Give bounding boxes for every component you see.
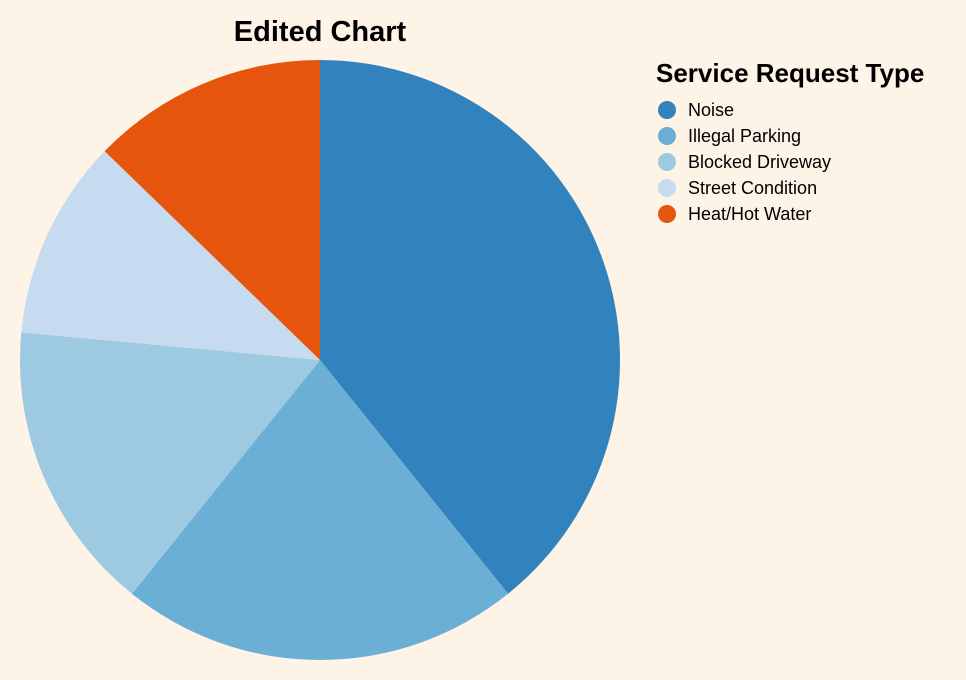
legend-label: Blocked Driveway [688, 151, 832, 172]
legend-swatch [658, 179, 676, 197]
pie-slice-noise [320, 60, 621, 594]
legend-swatch [658, 127, 676, 145]
pie-slice-street-condition [21, 151, 320, 360]
legend-item: Blocked Driveway [656, 149, 924, 175]
legend-item: Illegal Parking [656, 123, 924, 149]
pie-slice-blocked-driveway [20, 332, 321, 594]
legend-label: Illegal Parking [688, 125, 802, 146]
legend: Service Request Type Noise Illegal Parkin… [656, 58, 924, 227]
pie-slice-heat-hot-water [104, 59, 320, 360]
legend-swatch [658, 205, 676, 223]
legend-label: Street Condition [688, 177, 818, 198]
legend-swatch [658, 101, 676, 119]
legend-item: Street Condition [656, 175, 924, 201]
legend-item: Heat/Hot Water [656, 201, 924, 227]
legend-swatch [658, 153, 676, 171]
legend-item: Noise [656, 97, 924, 123]
legend-label: Heat/Hot Water [688, 203, 812, 224]
pie-slice-illegal-parking [131, 360, 509, 661]
legend-label: Noise [688, 99, 735, 120]
legend-title: Service Request Type [656, 58, 925, 88]
legend-items: Noise Illegal Parking Blocked Driveway Stre… [656, 97, 924, 227]
chart-title: Edited Chart [233, 16, 407, 48]
